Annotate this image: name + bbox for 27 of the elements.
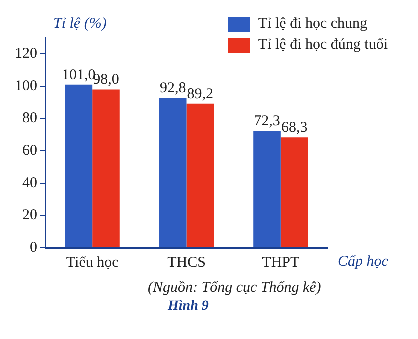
y-tick-label: 60: [22, 143, 38, 160]
data-label: 92,8: [160, 80, 186, 97]
y-axis-title: Tỉ lệ (%): [54, 16, 107, 32]
x-axis-title: Cấp học: [338, 254, 389, 270]
y-tick-label: 20: [22, 208, 38, 224]
x-tick-label: THCS: [168, 254, 206, 271]
bar: [254, 131, 281, 248]
text: Hình 9: [168, 299, 210, 315]
legend-label: Tỉ lệ đi học chung: [258, 16, 368, 33]
data-label: 68,3: [281, 120, 308, 136]
y-tick-label: 120: [15, 46, 38, 62]
bar: [92, 90, 120, 248]
bar: [186, 104, 214, 248]
data-label: 72,3: [254, 114, 280, 130]
y-tick-label: 0: [30, 240, 38, 256]
bar: [280, 138, 308, 248]
text: (Nguồn: Tổng cục Thống kê): [148, 280, 322, 297]
bar: [159, 98, 187, 248]
data-label: 101,0: [62, 67, 96, 84]
y-tick-label: 80: [22, 110, 38, 127]
y-tick-label: 100: [15, 78, 38, 94]
data-label: 89,2: [187, 86, 214, 102]
x-tick-label: THPT: [262, 254, 300, 271]
legend-label: Tỉ lệ đi học đúng tuổi: [258, 37, 388, 54]
y-tick-label: 40: [22, 175, 38, 192]
x-tick-label: Tiểu học: [66, 254, 120, 271]
bar: [65, 84, 93, 248]
